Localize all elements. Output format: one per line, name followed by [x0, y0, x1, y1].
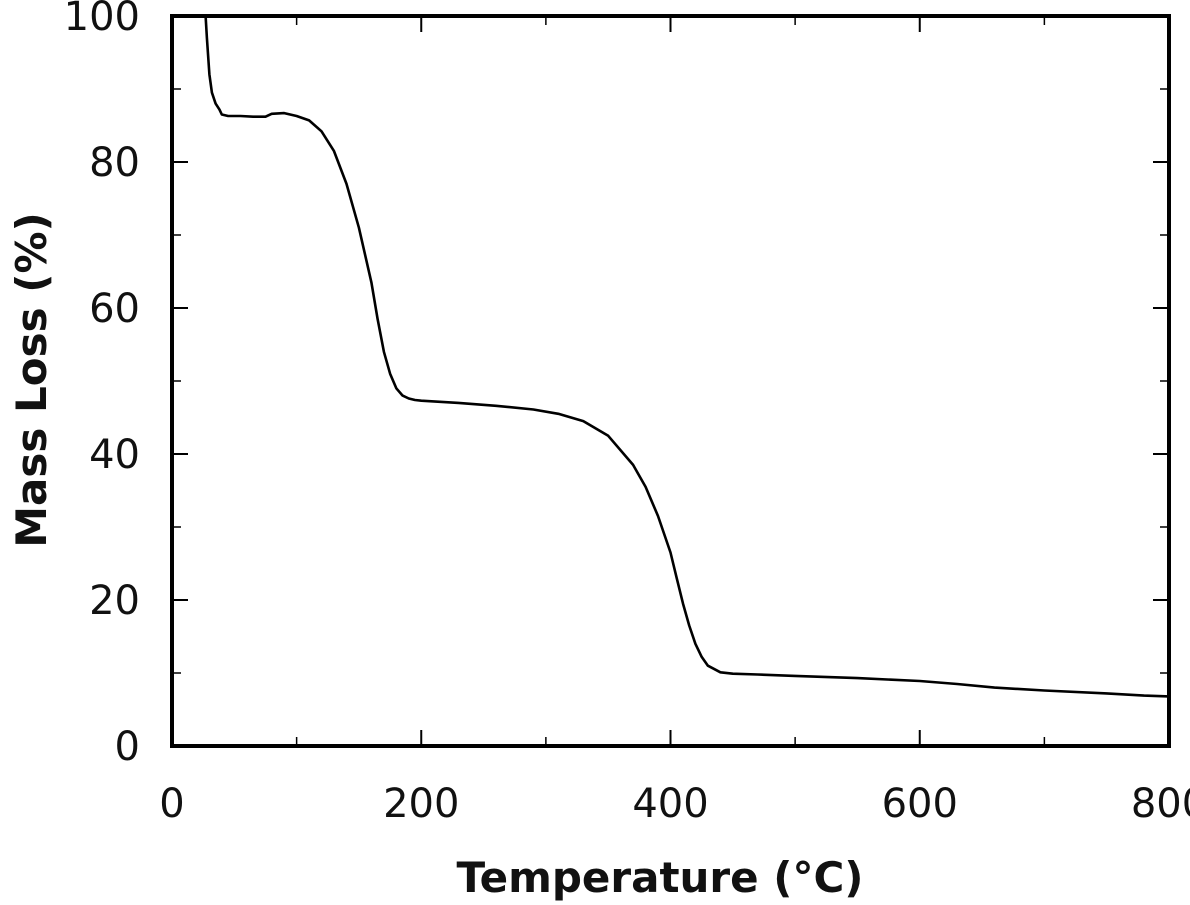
y-tick-label: 60 [89, 286, 140, 332]
y-tick-label: 80 [89, 140, 140, 186]
y-tick-label: 0 [115, 724, 140, 770]
y-tick-labels: 0 20 40 60 80 100 [64, 0, 140, 770]
x-tick-labels: 0 200 400 600 800 [159, 781, 1190, 827]
y-tick-label: 20 [89, 578, 140, 624]
y-tick-label: 40 [89, 432, 140, 478]
y-axis-title: Mass Loss (%) [7, 212, 56, 547]
minor-ticks [172, 16, 1169, 746]
y-tick-label: 100 [64, 0, 140, 40]
series-line [204, 14, 1171, 698]
major-ticks [171, 15, 1170, 747]
x-tick-label: 0 [159, 781, 184, 827]
x-tick-label: 600 [882, 781, 958, 827]
plot-frame [170, 14, 1171, 748]
x-tick-label: 400 [632, 781, 708, 827]
x-tick-label: 800 [1131, 781, 1190, 827]
x-tick-label: 200 [383, 781, 459, 827]
x-axis-title: Temperature (°C) [457, 853, 864, 902]
